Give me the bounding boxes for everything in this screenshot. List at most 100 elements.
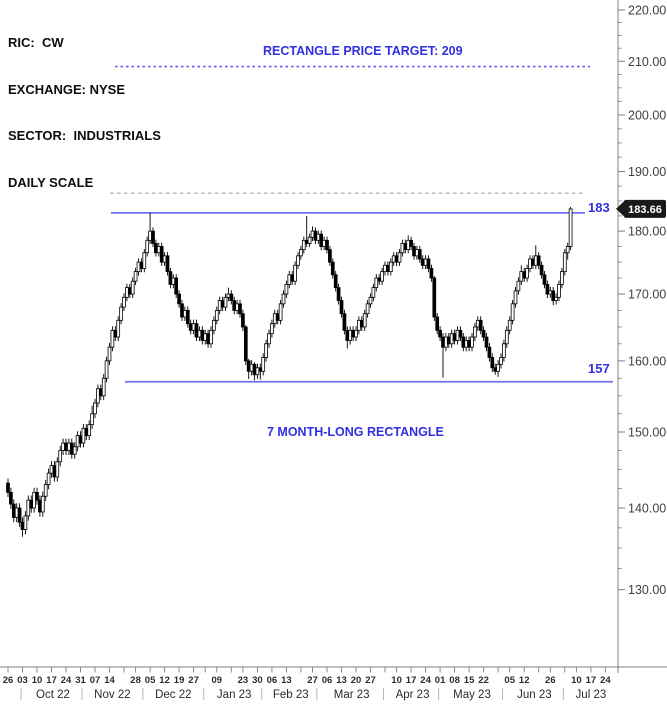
candle — [209, 326, 213, 348]
candle — [333, 270, 338, 292]
candle — [84, 423, 89, 441]
candle — [212, 316, 216, 335]
candle — [107, 343, 112, 366]
candle — [206, 329, 210, 348]
candle — [142, 248, 147, 273]
candle — [319, 230, 324, 251]
candle — [61, 438, 65, 455]
resistance-price-label: 183 — [588, 200, 610, 215]
candle — [191, 319, 196, 335]
candle — [217, 296, 222, 315]
candle — [400, 239, 405, 257]
candle — [110, 326, 115, 352]
candle — [493, 363, 498, 375]
candle — [290, 270, 295, 286]
price-tick-label: 220.00 — [628, 4, 666, 18]
candle — [478, 316, 483, 335]
price-tick-label: 130.00 — [628, 583, 666, 597]
candle — [238, 299, 242, 318]
candle — [116, 316, 121, 342]
candle — [177, 290, 181, 308]
candle — [119, 303, 123, 325]
candle — [275, 309, 280, 325]
candle — [528, 255, 532, 273]
candle — [438, 326, 442, 342]
support-price-label: 157 — [588, 361, 610, 376]
date-tick-label: 13 — [336, 675, 347, 686]
date-tick-label: 05 — [504, 675, 515, 686]
rectangle-price-target-label: RECTANGLE PRICE TARGET: 209 — [263, 44, 463, 58]
candle — [98, 384, 103, 401]
candle — [542, 270, 547, 289]
candle — [519, 265, 524, 286]
month-label: Jan 23 — [217, 689, 252, 701]
candle — [171, 274, 176, 289]
last-price-label: 183.66 — [628, 204, 662, 216]
candle — [562, 248, 567, 276]
price-tick-label: 150.00 — [628, 425, 666, 439]
date-tick-label: 23 — [238, 675, 249, 686]
candle — [374, 274, 379, 292]
candle — [133, 267, 138, 286]
candle — [304, 215, 309, 248]
date-tick-label: 24 — [61, 675, 72, 686]
candle — [473, 322, 477, 342]
candle — [513, 286, 518, 308]
candle — [17, 503, 22, 528]
candle — [9, 487, 13, 509]
candle — [246, 358, 251, 379]
candle — [6, 478, 10, 498]
candle — [284, 280, 289, 298]
candle — [165, 252, 170, 276]
date-tick-label: 08 — [449, 675, 460, 686]
candle — [272, 309, 277, 328]
date-tick-label: 10 — [391, 675, 402, 686]
candle — [391, 252, 396, 266]
candle — [154, 239, 158, 257]
candle — [267, 329, 271, 348]
candle — [417, 245, 422, 263]
badge-arrow-icon — [616, 200, 625, 218]
candle — [127, 283, 132, 298]
date-axis: 26 03 10 17 24 31 07 14 28 05 12 19 27 09 23 30 06 13 27 06… — [0, 666, 667, 701]
candle — [432, 276, 437, 321]
candle — [444, 332, 448, 352]
candle — [188, 319, 193, 335]
candle — [504, 326, 509, 348]
candle — [383, 261, 387, 276]
candle — [371, 283, 376, 302]
candle — [423, 255, 428, 270]
candle — [197, 326, 202, 342]
month-label: Feb 23 — [273, 689, 309, 701]
candle — [249, 360, 254, 376]
date-tick-label: 17 — [586, 675, 597, 686]
candle — [281, 290, 286, 308]
candle — [354, 326, 358, 342]
date-tick-label: 24 — [420, 675, 431, 686]
candle — [156, 242, 161, 257]
date-tick-label: 14 — [104, 675, 115, 686]
candle — [145, 236, 150, 257]
candle — [339, 296, 344, 318]
price-tick-label: 170.00 — [628, 288, 666, 302]
candle — [301, 236, 306, 254]
candle — [67, 438, 71, 455]
candle — [20, 517, 25, 537]
price-tick-label: 160.00 — [628, 354, 666, 368]
candle — [516, 277, 521, 295]
candle — [560, 267, 564, 289]
candle — [226, 287, 231, 302]
date-tick-label: 17 — [46, 675, 57, 686]
candle — [278, 299, 283, 325]
candle — [122, 293, 126, 312]
candle — [46, 468, 51, 490]
candle — [35, 487, 39, 505]
candle — [426, 255, 431, 273]
candle — [313, 227, 318, 245]
candle — [81, 423, 86, 448]
candle — [159, 242, 164, 266]
candle — [357, 316, 361, 335]
candle — [394, 252, 399, 266]
